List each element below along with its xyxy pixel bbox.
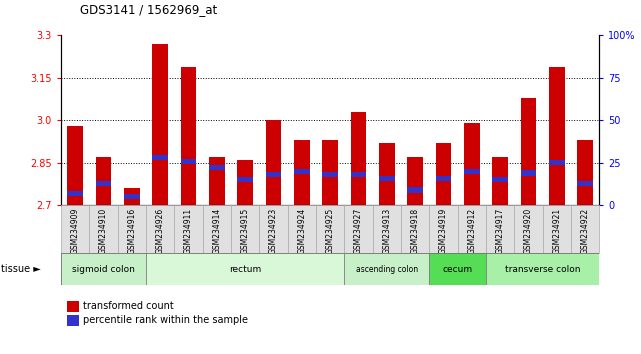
Bar (520, 98, 537, 205)
Bar (578, 140, 593, 205)
Bar (237, 177, 253, 182)
FancyBboxPatch shape (429, 205, 458, 253)
Bar (492, 177, 508, 182)
FancyBboxPatch shape (231, 205, 259, 253)
Bar (429, 253, 486, 285)
Bar (146, 253, 344, 285)
Bar (344, 253, 429, 285)
FancyBboxPatch shape (571, 205, 599, 253)
Bar (153, 155, 168, 160)
Text: GSM234914: GSM234914 (212, 208, 221, 254)
Bar (209, 165, 224, 171)
Text: GSM234912: GSM234912 (467, 208, 476, 254)
Text: GSM234924: GSM234924 (297, 208, 306, 254)
Bar (209, 157, 224, 205)
Text: GSM234920: GSM234920 (524, 208, 533, 254)
Bar (96, 157, 111, 205)
Bar (464, 123, 479, 205)
Text: GSM234927: GSM234927 (354, 208, 363, 254)
Bar (549, 67, 565, 205)
Text: percentile rank within the sample: percentile rank within the sample (83, 315, 248, 325)
Text: transformed count: transformed count (83, 301, 174, 311)
Bar (294, 140, 310, 205)
Text: GSM234921: GSM234921 (553, 208, 562, 254)
FancyBboxPatch shape (203, 205, 231, 253)
Text: GSM234916: GSM234916 (128, 208, 137, 254)
Bar (407, 157, 423, 205)
Bar (492, 157, 508, 205)
Bar (181, 67, 196, 205)
Text: tissue ►: tissue ► (1, 264, 41, 274)
FancyBboxPatch shape (458, 205, 486, 253)
FancyBboxPatch shape (401, 205, 429, 253)
Bar (294, 169, 310, 174)
FancyBboxPatch shape (486, 205, 514, 253)
FancyBboxPatch shape (543, 205, 571, 253)
FancyBboxPatch shape (146, 205, 174, 253)
Bar (67, 126, 83, 205)
Bar (436, 143, 451, 205)
Bar (436, 176, 451, 181)
FancyBboxPatch shape (288, 205, 316, 253)
Text: GSM234923: GSM234923 (269, 208, 278, 254)
Text: rectum: rectum (229, 264, 262, 274)
Text: cecum: cecum (442, 264, 472, 274)
Text: GSM234909: GSM234909 (71, 208, 79, 254)
Bar (520, 171, 537, 176)
Bar (181, 159, 196, 164)
Text: sigmoid colon: sigmoid colon (72, 264, 135, 274)
Bar (464, 169, 479, 174)
Bar (96, 181, 111, 186)
Bar (407, 188, 423, 193)
Text: GSM234919: GSM234919 (439, 208, 448, 254)
Text: transverse colon: transverse colon (505, 264, 580, 274)
Bar (61, 253, 146, 285)
Text: GSM234911: GSM234911 (184, 208, 193, 254)
Bar (237, 160, 253, 205)
Text: GSM234926: GSM234926 (156, 208, 165, 254)
Text: GSM234918: GSM234918 (411, 208, 420, 254)
FancyBboxPatch shape (259, 205, 288, 253)
Text: ascending colon: ascending colon (356, 264, 418, 274)
FancyBboxPatch shape (117, 205, 146, 253)
Bar (265, 172, 281, 177)
Bar (322, 140, 338, 205)
Text: GSM234915: GSM234915 (240, 208, 249, 254)
Bar (153, 44, 168, 205)
FancyBboxPatch shape (372, 205, 401, 253)
Bar (549, 160, 565, 165)
Text: GDS3141 / 1562969_at: GDS3141 / 1562969_at (80, 3, 217, 16)
FancyBboxPatch shape (316, 205, 344, 253)
FancyBboxPatch shape (344, 205, 372, 253)
FancyBboxPatch shape (61, 205, 89, 253)
Bar (265, 120, 281, 205)
Bar (379, 143, 395, 205)
Text: GSM234925: GSM234925 (326, 208, 335, 254)
Bar (322, 172, 338, 177)
Bar (124, 188, 140, 205)
Bar (67, 191, 83, 196)
Bar (578, 181, 593, 186)
Text: GSM234922: GSM234922 (581, 208, 590, 254)
Bar (351, 172, 366, 177)
FancyBboxPatch shape (89, 205, 117, 253)
Bar (379, 176, 395, 181)
FancyBboxPatch shape (174, 205, 203, 253)
Bar (486, 253, 599, 285)
Text: GSM234910: GSM234910 (99, 208, 108, 254)
Text: GSM234913: GSM234913 (382, 208, 391, 254)
Bar (351, 112, 366, 205)
Text: GSM234917: GSM234917 (495, 208, 504, 254)
Bar (124, 194, 140, 199)
FancyBboxPatch shape (514, 205, 543, 253)
